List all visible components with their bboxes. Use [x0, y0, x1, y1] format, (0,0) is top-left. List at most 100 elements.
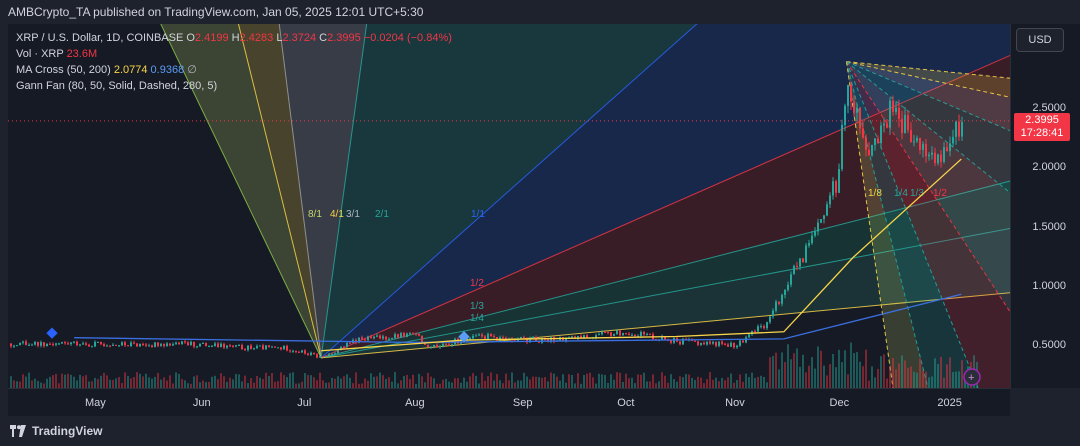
candle-body — [919, 138, 921, 150]
tradingview-brand[interactable]: TradingView — [10, 424, 102, 438]
volume-bar — [109, 379, 111, 388]
volume-bar — [127, 375, 129, 388]
candle-body — [196, 346, 198, 348]
volume-bar — [502, 383, 504, 388]
time-axis[interactable]: May Jun Jul Aug Sep Oct Nov Dec 2025 — [8, 388, 1010, 416]
volume-bar — [115, 378, 117, 388]
volume-bar — [334, 378, 336, 388]
volume-bar — [772, 355, 774, 388]
volume-bar — [376, 376, 378, 388]
volume-bar — [55, 373, 57, 388]
candle-body — [904, 115, 906, 134]
gann-ratio-label: 1/4 — [470, 313, 484, 324]
candle-body — [670, 340, 672, 343]
candle-body — [205, 342, 207, 347]
volume-bar — [31, 380, 33, 388]
candle-body — [814, 231, 816, 236]
candle-body — [649, 333, 651, 335]
volume-bar — [139, 373, 141, 388]
candle-body — [376, 335, 378, 337]
add-alert-button[interactable] — [963, 368, 981, 386]
time-tick-label: May — [84, 397, 106, 409]
candle-body — [478, 334, 480, 336]
volume-bar — [676, 381, 678, 388]
volume-bar — [787, 344, 789, 388]
candle-body — [55, 343, 57, 345]
candle-body — [727, 344, 729, 347]
volume-bar — [244, 375, 246, 388]
candle-body — [268, 345, 270, 348]
volume-bar — [145, 373, 147, 388]
volume-bar — [505, 373, 507, 388]
candle-body — [226, 345, 228, 348]
candle-body — [370, 336, 372, 339]
candle-body — [154, 342, 156, 347]
ma-cross-label[interactable]: MA Cross (50, 200) — [16, 64, 111, 76]
candle-body — [349, 342, 351, 344]
volume-bar — [898, 363, 900, 388]
volume-bar — [844, 350, 846, 388]
candle-body — [133, 342, 135, 344]
price-axis[interactable]: 0.5000 1.0000 1.5000 2.0000 2.5000 — [1010, 24, 1080, 388]
candle-body — [166, 343, 168, 346]
candle-body — [664, 336, 666, 340]
symbol-label[interactable]: XRP / U.S. Dollar, 1D, COINBASE — [16, 32, 184, 44]
volume-value: 23.6M — [66, 48, 98, 60]
volume-bar — [616, 372, 618, 388]
volume-bar — [337, 376, 339, 388]
volume-bar — [853, 353, 855, 388]
gann-fan-ray — [237, 24, 322, 358]
volume-bar — [781, 352, 783, 388]
volume-bar — [226, 381, 228, 388]
candle-body — [298, 351, 300, 353]
volume-bar — [613, 379, 615, 388]
volume-bar — [142, 376, 144, 388]
candle-body — [52, 344, 54, 346]
volume-bar — [256, 375, 258, 388]
candle-body — [580, 336, 582, 338]
candle-body — [157, 342, 159, 346]
gann-ratio-label: 2/1 — [375, 209, 389, 220]
candle-body — [127, 345, 129, 347]
volume-bar — [655, 383, 657, 388]
volume-label[interactable]: Vol · XRP — [16, 48, 64, 60]
currency-button[interactable]: USD — [1016, 28, 1064, 52]
candle-body — [193, 341, 195, 347]
volume-bar — [112, 379, 114, 388]
price-tick-label: 1.0000 — [1032, 279, 1066, 292]
candle-body — [412, 333, 414, 335]
candle-body — [910, 130, 912, 143]
price-chart[interactable]: 8/1 4/1 3/1 2/1 1/11/21/31/41/8 1/4 1/3 1/2+ — [8, 24, 1010, 388]
gann-fan-label[interactable]: Gann Fan (80, 50, Solid, Dashed, 280, 5) — [16, 80, 218, 92]
price-tick-label: 1.5000 — [1032, 220, 1066, 233]
volume-bar — [67, 373, 69, 388]
gann-fan-zone — [846, 61, 1010, 98]
candle-body — [136, 343, 138, 347]
candle-body — [703, 342, 705, 345]
candle-body — [877, 138, 879, 144]
volume-bar — [61, 373, 63, 388]
chart-pane[interactable]: 8/1 4/1 3/1 2/1 1/1 1/2 1/3 1/4 1/8 1/4 1/3 1/2 + XR… — [8, 24, 1010, 388]
candle-body — [208, 346, 210, 348]
volume-bar — [907, 367, 909, 388]
volume-bar — [496, 374, 498, 388]
event-marker[interactable] — [46, 327, 58, 339]
event-marker[interactable] — [458, 331, 470, 343]
candle-body — [331, 353, 333, 355]
volume-bar — [196, 375, 198, 388]
ma-slow-line — [74, 293, 962, 344]
candle-body — [475, 335, 477, 337]
volume-bar — [778, 369, 780, 388]
gann-ratio-label: 8/1 — [308, 209, 322, 220]
candle-body — [823, 215, 825, 220]
candle-body — [955, 121, 957, 137]
volume-bar — [34, 378, 36, 388]
volume-bar — [682, 377, 684, 388]
volume-bar — [646, 381, 648, 388]
gann-fan-ray — [320, 24, 368, 358]
gann-fan-zone — [846, 61, 1010, 388]
candle-body — [880, 125, 882, 144]
volume-bar — [271, 373, 273, 388]
volume-bar — [370, 373, 372, 388]
volume-bar — [916, 372, 918, 388]
